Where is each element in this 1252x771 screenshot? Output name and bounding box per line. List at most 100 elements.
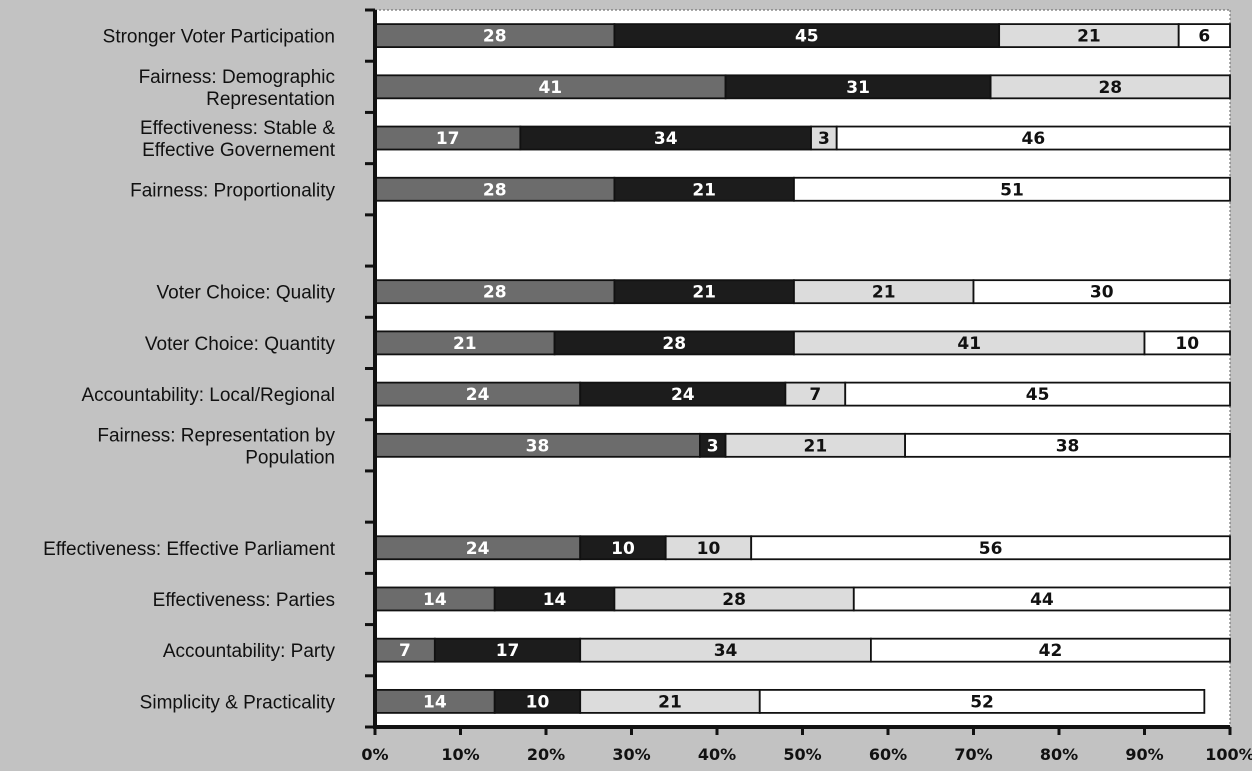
bar-segment	[972, 279, 1231, 305]
category-label-line: Voter Choice: Quantity	[145, 334, 336, 355]
bar-value-label: 52	[970, 692, 994, 712]
bar-value-label: 45	[795, 27, 819, 47]
bar-value-label: 10	[697, 539, 721, 559]
category-label-line: Effectiveness: Stable &	[140, 118, 335, 139]
bar-value-label: 41	[957, 334, 981, 354]
bar-value-label: 14	[543, 590, 567, 610]
bar-value-label: 34	[654, 129, 678, 149]
bar-row: 38 3 21 38	[374, 432, 1231, 458]
category-label: Simplicity & Practicality	[140, 692, 336, 713]
bar-row: 24 24 7 45	[374, 381, 1231, 407]
bar-row: 7 17 34 42	[374, 637, 1231, 663]
bar-row: 14 14 28 44	[374, 586, 1231, 612]
category-label-line: Fairness: Representation by	[97, 425, 335, 446]
bar-value-label: 7	[399, 641, 411, 661]
category-label-line: Effective Governement	[142, 140, 336, 161]
x-tick-label: 30%	[612, 745, 650, 764]
category-label: Effectiveness: Parties	[153, 590, 335, 611]
category-label: Fairness: Proportionality	[130, 180, 335, 201]
bar-value-label: 46	[1022, 129, 1046, 149]
bar-value-label: 17	[496, 641, 520, 661]
bar-value-label: 28	[483, 27, 507, 47]
bar-value-label: 24	[671, 385, 695, 405]
bar-value-label: 21	[872, 283, 896, 303]
category-label-line: Effectiveness: Effective Parliament	[43, 539, 336, 560]
bar-value-label: 28	[722, 590, 746, 610]
x-tick-label: 100%	[1205, 745, 1252, 764]
bar-value-label: 21	[658, 692, 682, 712]
x-tick-label: 80%	[1040, 745, 1078, 764]
category-label: Accountability: Local/Regional	[82, 385, 336, 406]
bar-value-label: 21	[1077, 27, 1101, 47]
bar-value-label: 45	[1026, 385, 1050, 405]
bar-value-label: 17	[436, 129, 460, 149]
bar-segment	[793, 176, 1231, 202]
category-label: Voter Choice: Quantity	[145, 334, 336, 355]
bar-value-label: 42	[1039, 641, 1063, 661]
category-label-line: Representation	[206, 89, 335, 110]
category-label-line: Population	[245, 447, 335, 468]
bar-value-label: 38	[526, 436, 550, 456]
bar-value-label: 21	[692, 180, 716, 200]
category-label-line: Fairness: Demographic	[139, 67, 335, 88]
bar-value-label: 24	[466, 539, 490, 559]
category-label: Accountability: Party	[163, 641, 336, 662]
bar-segment	[1177, 23, 1231, 49]
x-tick-label: 40%	[698, 745, 736, 764]
x-tick-label: 20%	[527, 745, 565, 764]
category-label: Fairness: Demographic Representation	[139, 67, 335, 110]
category-label-line: Voter Choice: Quality	[157, 283, 336, 304]
category-label: Effectiveness: Effective Parliament	[43, 539, 336, 560]
bar-value-label: 34	[714, 641, 738, 661]
bar-segment	[758, 688, 1206, 714]
bar-value-label: 21	[803, 436, 827, 456]
bar-value-label: 10	[611, 539, 635, 559]
category-label-line: Accountability: Local/Regional	[82, 385, 336, 406]
category-label: Fairness: Representation by Population	[97, 425, 335, 468]
x-tick-label: 90%	[1125, 745, 1163, 764]
bar-segment	[989, 74, 1231, 100]
bar-value-label: 28	[483, 180, 507, 200]
bar-value-label: 28	[483, 283, 507, 303]
bar-row: 21 28 41 10	[374, 330, 1231, 356]
bar-value-label: 7	[809, 385, 821, 405]
category-label: Stronger Voter Participation	[103, 27, 335, 48]
bar-segment	[870, 637, 1231, 663]
bar-row: 28 45 21 6	[374, 23, 1231, 49]
category-label-line: Fairness: Proportionality	[130, 180, 335, 201]
x-tick-label: 0%	[361, 745, 388, 764]
bar-segment	[904, 432, 1231, 458]
bar-value-label: 14	[423, 590, 447, 610]
bar-value-label: 10	[526, 692, 550, 712]
bar-value-label: 51	[1000, 180, 1024, 200]
x-tick-label: 60%	[869, 745, 907, 764]
bar-segment	[835, 125, 1231, 151]
bar-value-label: 14	[423, 692, 447, 712]
category-label: Effectiveness: Stable & Effective Governe…	[140, 118, 336, 161]
bar-value-label: 41	[538, 78, 562, 98]
bar-row: 28 21 21 30	[374, 279, 1231, 305]
bar-row: 17 34 3 46	[374, 125, 1231, 151]
category-label-line: Stronger Voter Participation	[103, 27, 335, 48]
bar-segment	[1143, 330, 1231, 356]
bar-value-label: 10	[1175, 334, 1199, 354]
x-tick-label: 70%	[954, 745, 992, 764]
category-label: Voter Choice: Quality	[157, 283, 336, 304]
bar-segment	[852, 586, 1231, 612]
category-label-line: Effectiveness: Parties	[153, 590, 335, 611]
bar-value-label: 3	[818, 129, 830, 149]
x-tick-label: 10%	[441, 745, 479, 764]
bar-value-label: 3	[707, 436, 719, 456]
bar-value-label: 56	[979, 539, 1003, 559]
bar-value-label: 44	[1030, 590, 1054, 610]
bar-row: 41 31 28	[374, 74, 1231, 100]
bar-value-label: 28	[1098, 78, 1122, 98]
bar-value-label: 21	[453, 334, 477, 354]
category-label-line: Simplicity & Practicality	[140, 692, 336, 713]
bar-value-label: 38	[1056, 436, 1080, 456]
bar-value-label: 21	[692, 283, 716, 303]
bar-value-label: 31	[846, 78, 870, 98]
bar-value-label: 28	[662, 334, 686, 354]
